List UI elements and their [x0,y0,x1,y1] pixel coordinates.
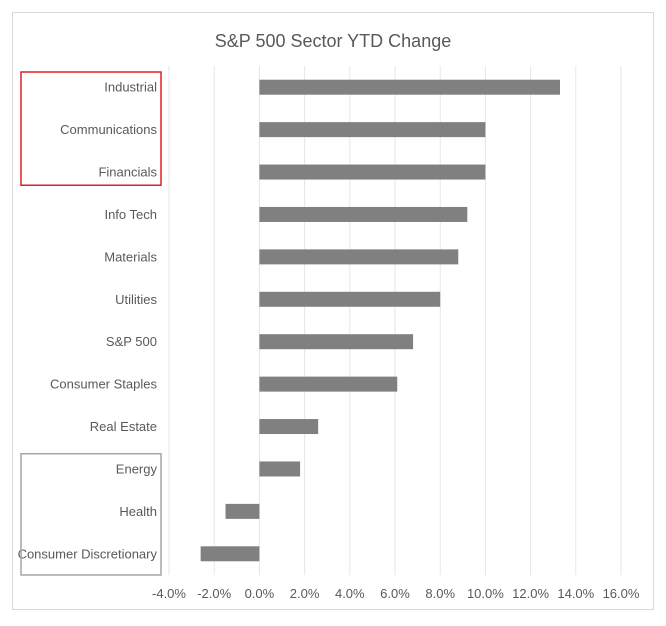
x-tick-label: 10.0% [467,586,504,601]
bars [200,79,560,562]
x-tick-label: 4.0% [335,586,365,601]
category-label: Energy [116,461,158,476]
bar [259,461,301,477]
bar [259,79,560,95]
bar [259,249,459,265]
bar [259,419,319,435]
bar [259,334,414,350]
category-label: Materials [104,249,157,264]
bar [259,206,468,222]
x-tick-label: 0.0% [245,586,275,601]
bar [225,503,260,519]
category-label: Real Estate [90,419,157,434]
x-tick-label: -2.0% [197,586,231,601]
category-label: Communications [60,122,157,137]
bar [259,291,441,307]
category-label: S&P 500 [106,334,157,349]
category-label: Financials [98,165,157,180]
category-label: Health [119,504,157,519]
highlight-box [20,453,162,576]
category-label: Info Tech [104,207,157,222]
x-tick-label: 2.0% [290,586,320,601]
x-tick-label: 14.0% [557,586,594,601]
x-tick-label: 8.0% [425,586,455,601]
category-label: Industrial [104,80,157,95]
highlight-boxes [20,71,162,576]
bar [259,376,398,392]
x-tick-label: -4.0% [152,586,186,601]
chart-title: S&P 500 Sector YTD Change [215,31,451,51]
bar [259,122,486,138]
x-tick-label: 16.0% [603,586,640,601]
x-tick-label: 12.0% [512,586,549,601]
bar [259,164,486,180]
chart-frame [12,12,654,610]
category-label: Consumer Discretionary [18,546,158,561]
category-label: Consumer Staples [50,377,157,392]
gridlines [168,66,622,575]
x-tick-label: 6.0% [380,586,410,601]
bar [200,546,260,562]
category-labels: Industrial Communications Financials Info T… [18,80,158,562]
category-label: Utilities [115,292,157,307]
highlight-box [20,71,162,186]
x-axis-tick-labels: -4.0% -2.0% 0.0% 2.0% 4.0% 6.0% 8.0% 10.0% 12.0%… [152,586,640,601]
